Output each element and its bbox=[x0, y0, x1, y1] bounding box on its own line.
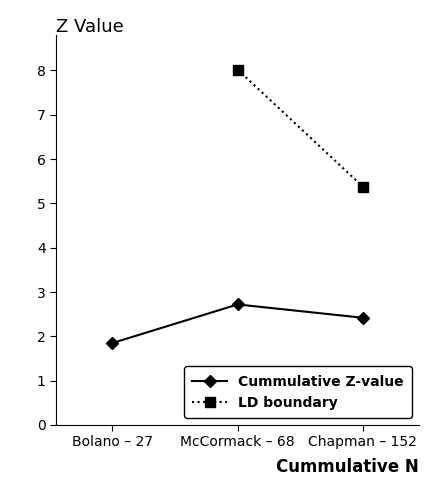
X-axis label: Cummulative N: Cummulative N bbox=[276, 458, 419, 476]
Text: Z Value: Z Value bbox=[56, 18, 124, 36]
Legend: Cummulative Z-value, LD boundary: Cummulative Z-value, LD boundary bbox=[184, 366, 412, 418]
